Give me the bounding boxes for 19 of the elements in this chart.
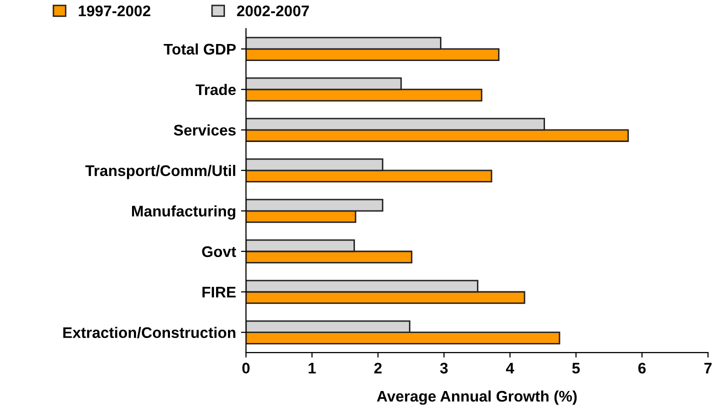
x-tick-label: 4 [506, 362, 514, 374]
legend-label: 1997-2002 [78, 6, 150, 16]
y-tick-label: Transport/Comm/Util [85, 164, 236, 180]
x-tick-label: 3 [440, 362, 448, 374]
x-tick-label: 2 [374, 362, 382, 374]
x-tick-label: 0 [242, 362, 250, 374]
y-tick-label: Trade [196, 84, 236, 96]
y-tick-label: Total GDP [164, 43, 236, 55]
y-tick-label: FIRE [202, 286, 236, 298]
y-tick-label: Services [174, 124, 236, 136]
x-tick-label: 7 [704, 362, 712, 374]
y-tick-label: Extraction/Construction [63, 326, 236, 338]
x-tick-label: 5 [572, 362, 580, 374]
legend-label: 2002-2007 [237, 6, 309, 16]
x-axis-title: Average Annual Growth (%) [376, 390, 577, 405]
x-tick-label: 1 [308, 362, 316, 374]
y-tick-label: Manufacturing [132, 205, 236, 220]
x-tick-label: 6 [638, 362, 646, 374]
y-tick-label: Govt [202, 246, 236, 258]
